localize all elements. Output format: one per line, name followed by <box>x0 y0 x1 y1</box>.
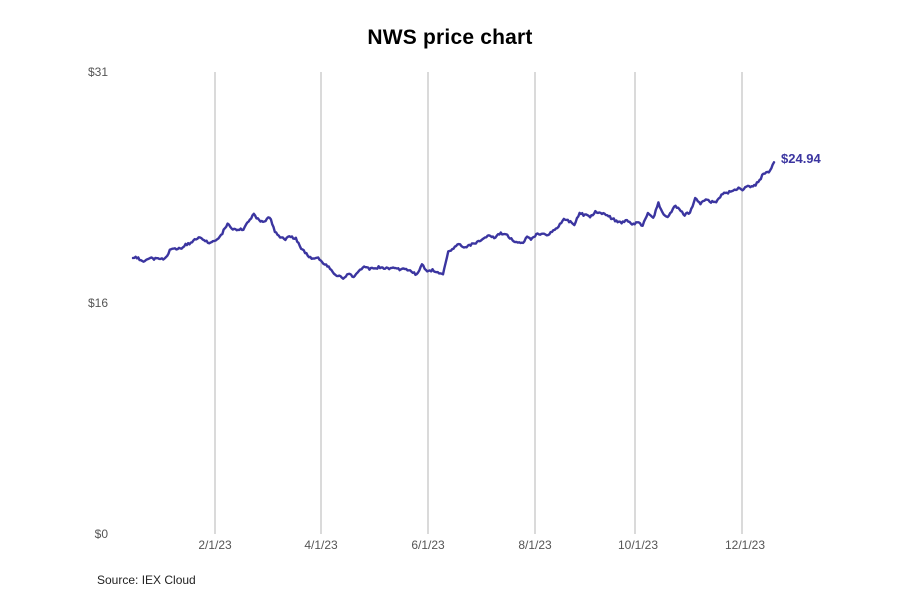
series-line-group <box>131 161 776 280</box>
y-tick-label-bottom: $0 <box>94 527 108 541</box>
y-tick-label-mid: $16 <box>87 296 108 310</box>
y-tick-label-top: $31 <box>87 65 108 79</box>
x-tick-label-2: 6/1/23 <box>411 538 445 552</box>
gridlines <box>214 72 743 534</box>
x-tick-label-5: 12/1/23 <box>724 538 766 552</box>
x-tick-label-0: 2/1/23 <box>198 538 232 552</box>
end-value-label: $24.94 <box>781 151 821 167</box>
x-tick-label-4: 10/1/23 <box>617 538 659 552</box>
source-note: Source: IEX Cloud <box>97 573 196 587</box>
chart-title: NWS price chart <box>367 26 533 49</box>
y-axis: $31 $16 $0 <box>22 0 108 600</box>
x-tick-label-1: 4/1/23 <box>304 538 338 552</box>
x-tick-label-3: 8/1/23 <box>518 538 552 552</box>
price-line <box>131 161 776 280</box>
